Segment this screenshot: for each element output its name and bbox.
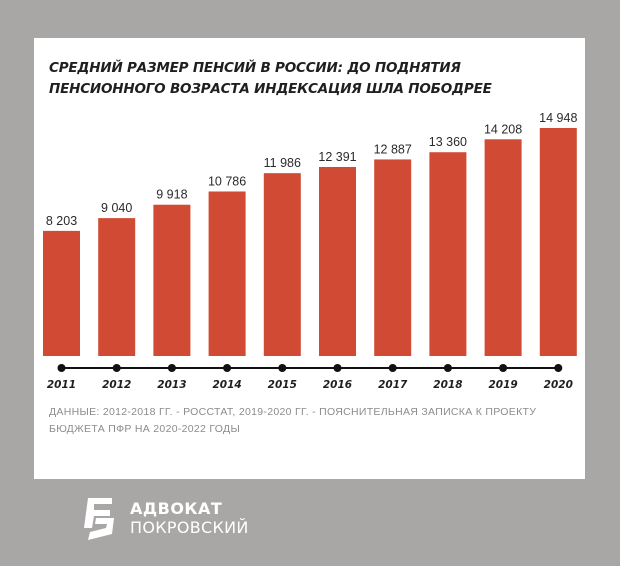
year-label-2012: 2012 [102,379,131,391]
bar-2011 [43,230,80,356]
bar-2016 [319,167,356,356]
year-label-2011: 2011 [47,379,76,391]
value-label-2017: 12 887 [374,142,412,156]
timeline-dot-2020 [554,364,563,372]
value-label-2015: 11 986 [264,156,301,170]
year-label-2015: 2015 [268,379,297,391]
timeline-dot-2015 [278,364,287,372]
chart-card: СРЕДНИЙ РАЗМЕР ПЕНСИЙ В РОССИИ: ДО ПОДНЯ… [34,38,585,479]
bar-2019 [484,139,522,356]
year-label-2018: 2018 [433,379,462,391]
year-label-2019: 2019 [488,379,517,391]
value-label-2016: 12 391 [318,150,356,164]
source-note: ДАННЫЕ: 2012-2018 ГГ. - РОССТАТ, 2019-20… [49,406,537,435]
year-label-2017: 2017 [378,379,408,391]
brand-line-1: АДВОКАТ [130,499,223,518]
bar-2014 [208,191,246,356]
brand-line-2: ПОКРОВСКИЙ [130,518,249,537]
year-label-2014: 2014 [212,379,241,391]
brand-block: ПОКР АДВОКАТ ПОКРОВСКИЙ [78,494,249,542]
timeline-dot-2019 [499,364,508,372]
value-label-2019: 14 208 [484,122,522,136]
bar-2015 [263,173,301,356]
timeline-dot-2018 [443,364,452,372]
timeline-dot-2017 [388,364,397,372]
bar-2018 [429,152,467,356]
value-label-2012: 9 040 [101,201,132,215]
timeline-dot-2012 [112,364,121,372]
value-label-2020: 14 948 [539,111,577,125]
chart-title: СРЕДНИЙ РАЗМЕР ПЕНСИЙ В РОССИИ: ДО ПОДНЯ… [49,60,492,97]
bar-chart: 8 203 2011 9 040 2012 9 918 2013 10 786 2014 11 … [43,111,577,391]
logo-text: ПОКР [78,523,84,538]
timeline-dot-2016 [333,364,342,372]
year-label-2016: 2016 [323,379,352,391]
value-label-2014: 10 786 [208,174,246,188]
timeline-dot-2014 [223,364,232,372]
advocate-logo-icon: ПОКР [78,498,114,540]
year-label-2020: 2020 [544,379,573,391]
bar-2017 [374,159,412,356]
value-label-2013: 9 918 [156,188,187,202]
bar-2013 [153,204,191,356]
timeline-dot-2013 [167,364,176,372]
bar-2020 [539,128,577,356]
value-label-2011: 8 203 [46,214,77,228]
value-label-2018: 13 360 [429,135,467,149]
bar-2012 [98,218,136,356]
year-label-2013: 2013 [157,379,186,391]
timeline-dot-2011 [57,364,66,372]
